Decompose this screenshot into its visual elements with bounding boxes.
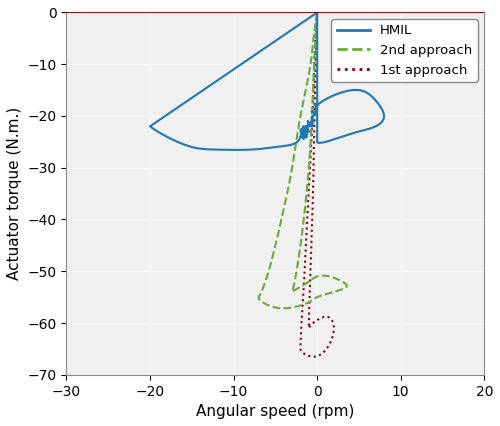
- Legend: HMIL, 2nd approach, 1st approach: HMIL, 2nd approach, 1st approach: [332, 19, 478, 82]
- Y-axis label: Actuator torque (N.m.): Actuator torque (N.m.): [7, 107, 22, 280]
- X-axis label: Angular speed (rpm): Angular speed (rpm): [196, 404, 354, 419]
